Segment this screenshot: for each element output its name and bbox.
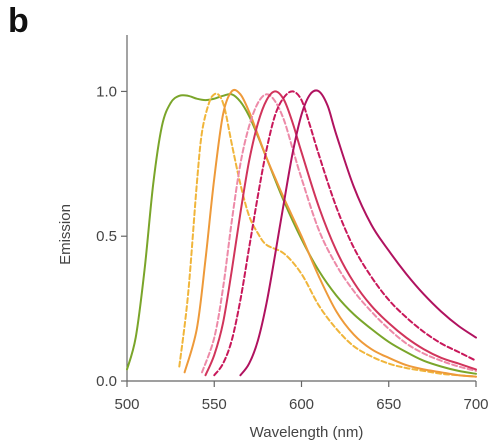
panel-label: b: [8, 2, 29, 40]
x-tick-label: 500: [114, 396, 139, 413]
series-layer: [126, 88, 477, 378]
axes: 500 550 600 650 700 0.0 0.5 1.0: [96, 35, 489, 413]
x-axis-label: Wavelength (nm): [250, 424, 364, 441]
x-tick-label: 700: [463, 396, 488, 413]
series-line-4: [201, 93, 477, 374]
y-tick-label: 0.0: [96, 373, 117, 390]
series-line-6: [213, 90, 477, 377]
series-line-7: [239, 89, 477, 377]
y-tick-label: 0.5: [96, 228, 117, 245]
y-axis-label: Emission: [57, 204, 74, 265]
x-tick-label: 600: [289, 396, 314, 413]
series-line-1: [126, 93, 477, 375]
x-tick-label: 650: [376, 396, 401, 413]
series-line-2: [178, 92, 477, 378]
x-tick-label: 550: [202, 396, 227, 413]
series-line-3: [183, 88, 477, 378]
y-tick-label: 1.0: [96, 83, 117, 100]
